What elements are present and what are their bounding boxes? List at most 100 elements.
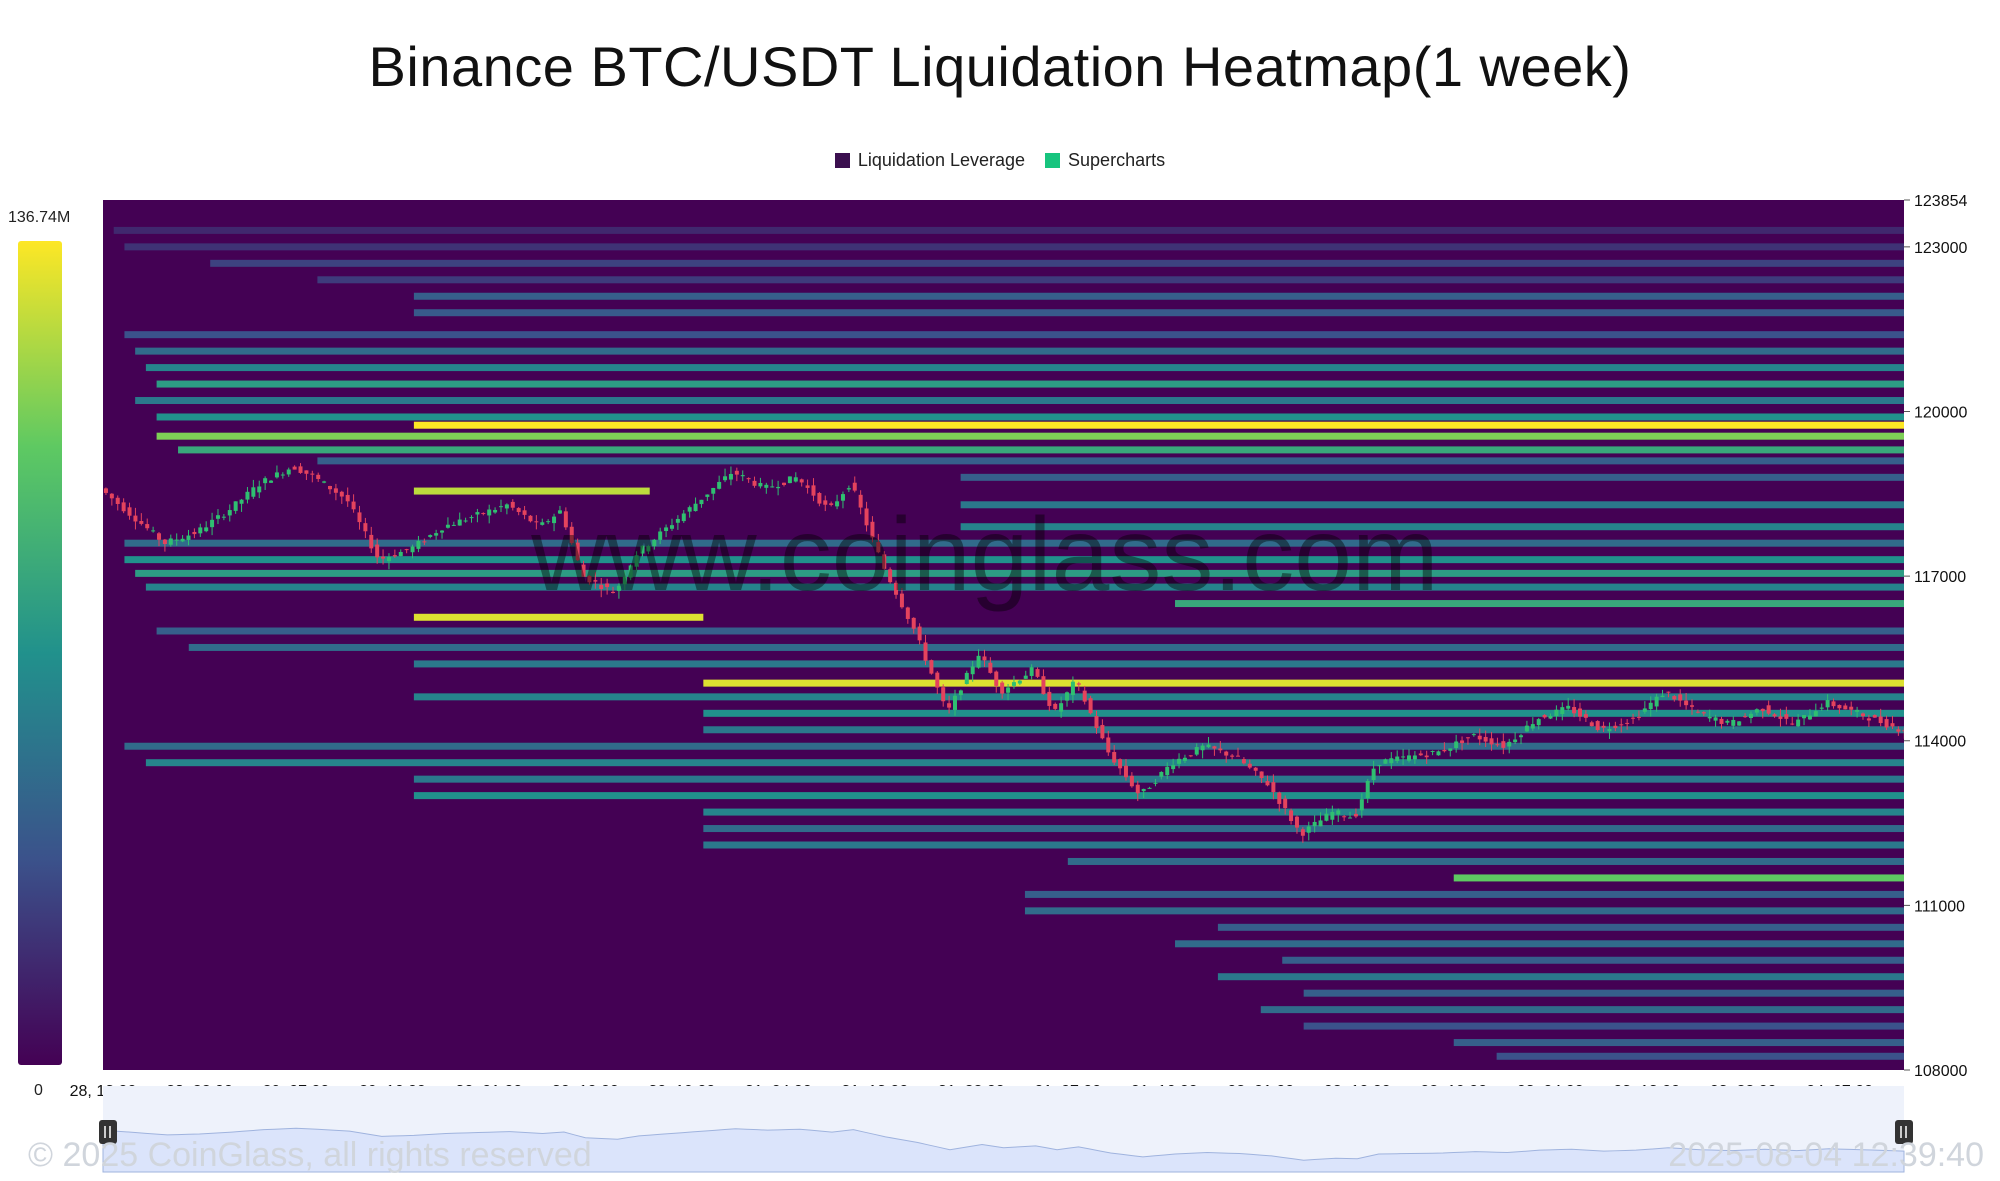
navigator-handle-right[interactable] xyxy=(1895,1120,1913,1144)
candle-body xyxy=(1577,708,1582,717)
candle-body xyxy=(646,545,651,552)
y-tick-label: 114000 xyxy=(1914,734,1966,751)
liquidation-band xyxy=(1303,989,1904,997)
liquidation-band xyxy=(145,759,1904,767)
candle-body xyxy=(1819,707,1824,709)
candle-body xyxy=(1200,745,1205,751)
candle-body xyxy=(1436,751,1441,756)
colorbar xyxy=(18,241,62,1065)
candle-body xyxy=(888,569,893,583)
candle-body xyxy=(180,538,185,542)
candle-body xyxy=(1625,722,1630,724)
candle-body xyxy=(133,515,138,522)
candle-body xyxy=(174,539,179,541)
candle-body xyxy=(298,466,303,473)
candle-body xyxy=(1672,696,1677,700)
navigator-handle-left[interactable] xyxy=(99,1120,117,1144)
candle-body xyxy=(1748,713,1753,718)
candle-body xyxy=(605,583,610,588)
candle-body xyxy=(1265,781,1270,786)
candle-body xyxy=(829,503,834,505)
candle-body xyxy=(740,475,745,477)
liquidation-band xyxy=(156,627,1904,635)
candle-body xyxy=(1029,667,1034,676)
candle-body xyxy=(316,474,321,479)
liquidation-band xyxy=(135,569,1904,577)
candle-body xyxy=(1241,759,1246,764)
candle-body xyxy=(422,541,427,543)
candle-body xyxy=(251,487,256,497)
candle-body xyxy=(723,476,728,481)
candle-body xyxy=(1430,751,1435,753)
candle-body xyxy=(840,494,845,501)
liquidation-band xyxy=(703,808,1904,816)
legend-item-supercharts[interactable]: Supercharts xyxy=(1045,150,1165,171)
candle-body xyxy=(239,499,244,504)
candle-body xyxy=(652,539,657,547)
candle-body xyxy=(1353,813,1358,817)
candle-body xyxy=(546,521,551,523)
legend-item-liquidation-leverage[interactable]: Liquidation Leverage xyxy=(834,150,1026,171)
candle-body xyxy=(168,538,173,545)
candle-body xyxy=(1406,755,1411,761)
liquidation-band xyxy=(156,432,1904,440)
candle-body xyxy=(157,533,162,540)
candle-body xyxy=(1206,744,1211,748)
candle-body xyxy=(245,491,250,500)
candle-body xyxy=(634,555,639,567)
candle-body xyxy=(1471,734,1476,736)
candle-body xyxy=(487,509,492,516)
liquidation-band xyxy=(413,487,650,495)
candle-body xyxy=(1377,765,1382,767)
candle-body xyxy=(1654,696,1659,707)
time-navigator[interactable] xyxy=(99,1086,1913,1173)
candle-body xyxy=(398,551,403,557)
candle-body xyxy=(1796,719,1801,727)
candle-body xyxy=(540,522,545,525)
candle-body xyxy=(640,545,645,554)
candle-body xyxy=(882,554,887,569)
candle-body xyxy=(1047,691,1052,706)
candle-body xyxy=(982,656,987,661)
liquidation-band xyxy=(210,259,1904,267)
candle-body xyxy=(1171,765,1176,770)
liquidation-band xyxy=(1303,1022,1904,1030)
candle-body xyxy=(905,607,910,619)
candle-body xyxy=(1401,756,1406,758)
colorbar-min-label: 0 xyxy=(34,1082,43,1099)
candle-body xyxy=(1489,738,1494,745)
candle-body xyxy=(1636,716,1641,718)
legend-label-liquidation-leverage: Liquidation Leverage xyxy=(857,150,1026,170)
candle-body xyxy=(1247,763,1252,768)
candle-body xyxy=(522,510,527,515)
candle-body xyxy=(622,576,627,585)
candle-body xyxy=(1118,759,1123,769)
candle-body xyxy=(1902,730,1904,732)
candle-body xyxy=(1483,736,1488,742)
candle-body xyxy=(587,575,592,583)
candle-body xyxy=(1065,692,1070,701)
candle-body xyxy=(1766,705,1771,714)
candle-body xyxy=(664,527,669,532)
candle-body xyxy=(227,510,232,516)
candle-body xyxy=(1159,771,1164,777)
y-tick-label: 123854 xyxy=(1914,193,1967,210)
candle-body xyxy=(569,526,574,544)
candle-body xyxy=(1395,756,1400,762)
candle-body xyxy=(1300,829,1305,836)
candle-body xyxy=(711,487,716,494)
candle-body xyxy=(498,506,503,508)
candle-body xyxy=(463,520,468,522)
candle-body xyxy=(581,564,586,577)
candle-body xyxy=(516,508,521,513)
candle-body xyxy=(322,481,327,483)
candle-body xyxy=(1112,752,1117,763)
candle-body xyxy=(1843,705,1848,710)
candle-body xyxy=(1342,816,1347,818)
candle-body xyxy=(1165,766,1170,776)
candle-body xyxy=(345,494,350,502)
candle-body xyxy=(1548,716,1553,719)
candle-body xyxy=(328,485,333,490)
candle-body xyxy=(1294,816,1299,828)
